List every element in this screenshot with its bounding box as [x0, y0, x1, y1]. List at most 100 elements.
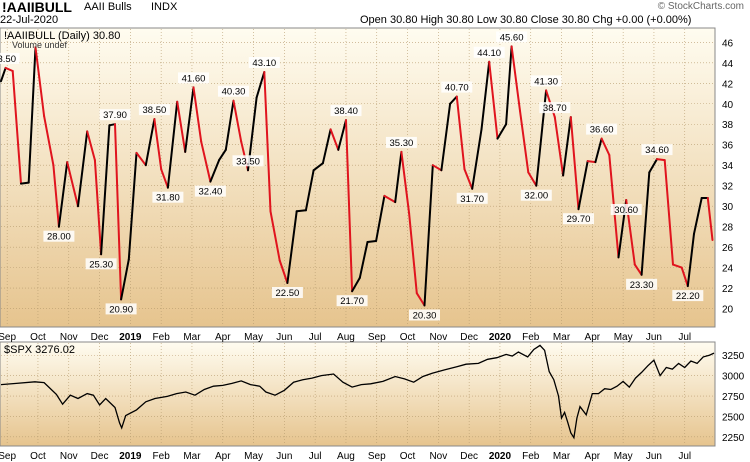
aaiibull-segment [86, 130, 96, 162]
aaiibull-segment [693, 197, 703, 235]
main-x-tick-label: Nov [60, 332, 78, 343]
aaiibull-segment [176, 100, 187, 153]
spx-x-tick-label: Mar [183, 451, 201, 462]
annotation-box [586, 123, 618, 135]
annotation-box [496, 31, 528, 43]
annotation-box [563, 213, 594, 225]
main-y-tick-label: 28 [722, 223, 734, 234]
aaiibull-segment [27, 46, 37, 184]
aaiibull-segment [519, 109, 530, 174]
aaiibull-segment [166, 100, 179, 189]
annotation-box [456, 192, 488, 204]
annotation-box [138, 104, 170, 116]
annotation-box [520, 189, 552, 201]
annotation-label: 44.10 [477, 48, 501, 59]
aaiibull-segment [321, 128, 332, 165]
aaiibull-segment [648, 158, 658, 174]
annotation-box [178, 72, 209, 84]
main-x-tick-label: Aug [337, 332, 355, 343]
aaiibull-segment [209, 159, 221, 183]
spx-y-tick-label: 2750 [722, 392, 745, 403]
main-x-tick-label: Oct [30, 332, 46, 343]
annotation-label: 35.30 [390, 138, 414, 149]
annotation-label: 41.30 [534, 76, 558, 87]
aaiibull-segment [408, 212, 418, 295]
annotation-label: 31.80 [156, 193, 180, 204]
aaiibull-segment [527, 171, 538, 187]
aaiibull-segment [471, 128, 483, 190]
annotation-label: 34.60 [645, 145, 669, 156]
aaiibull-segment [375, 194, 386, 242]
annotation-box [194, 185, 226, 197]
main-x-tick-label: 2019 [119, 332, 142, 343]
annotation-box [271, 287, 303, 298]
aaiibull-segment [295, 209, 307, 213]
annotation-label: 43.10 [252, 58, 276, 69]
spx-x-tick-label: Jul [678, 451, 691, 462]
aaiibull-segment [586, 160, 597, 164]
annotation-box [330, 105, 362, 117]
main-y-tick-label: 44 [722, 59, 734, 70]
aaiibull-segment [569, 116, 580, 211]
aaiibull-segment [633, 263, 643, 276]
aaiibull-segment [269, 210, 281, 262]
spx-x-tick-label: Jun [646, 451, 662, 462]
spx-grid [1, 343, 714, 445]
aaiibull-segment [77, 130, 89, 208]
main-x-tick-label: Mar [183, 332, 201, 343]
main-y-tick-label: 40 [722, 100, 734, 111]
aaiibull-segment [449, 95, 458, 105]
aaiibull-segment [562, 116, 572, 177]
annotation-label: 20.30 [413, 311, 437, 322]
annotation-label: 31.70 [460, 194, 484, 205]
annotation-label: 45.60 [500, 32, 524, 43]
annotation-label: 32.00 [524, 191, 548, 202]
aaiibull-segment [553, 116, 565, 177]
spx-series [0, 344, 715, 440]
symbol-title: !AAIIBULL [2, 0, 72, 15]
aaiibull-segment [463, 168, 474, 190]
aaiibull-segment [218, 148, 227, 162]
value-annotations: 43.50 28.00 25.30 37.90 20.90 38.50 31.80 41.60… [0, 31, 704, 322]
annotation-label: 36.60 [590, 125, 614, 136]
annotation-label: 32.40 [199, 187, 223, 198]
main-x-axis: Sep Oct Nov Dec 2019 Feb Mar Apr May Jun Jul Aug Sep… [0, 332, 691, 343]
quote-summary: Open 30.80 High 30.80 Low 30.80 Close 30… [360, 14, 692, 26]
annotation-box [672, 290, 704, 302]
spx-y-tick-label: 3000 [722, 372, 745, 383]
aaiibull-segment [34, 46, 46, 118]
aaiibull-segment [431, 164, 443, 172]
annotation-label: 38.40 [334, 106, 358, 117]
spx-x-tick-label: Jun [276, 451, 292, 462]
aaiibull-segment [114, 123, 123, 301]
annotation-box [626, 278, 658, 290]
main-y-tick-label: 24 [722, 264, 734, 275]
main-x-tick-label: Mar [553, 332, 571, 343]
main-y-tick-label: 36 [722, 141, 734, 152]
aaiibull-segment [93, 159, 103, 256]
aaiibull-segment [232, 99, 243, 143]
main-x-tick-label: Jun [646, 332, 662, 343]
aaiibull-segment [4, 66, 14, 72]
annotation-label: 22.50 [276, 288, 300, 299]
aaiibull-segment [351, 276, 361, 293]
spx-x-tick-label: Oct [30, 451, 46, 462]
main-y-tick-label: 22 [722, 284, 734, 295]
spx-panel-title: $SPX 3276.02 [4, 344, 75, 356]
aaiibull-segment [255, 71, 266, 99]
aaiibull-segment [686, 232, 695, 288]
spx-x-tick-label: Feb [522, 451, 540, 462]
aaiibull-segment [680, 266, 689, 288]
aaiibull-segment [480, 60, 491, 131]
main-x-tick-label: May [614, 332, 633, 343]
aaiibull-segment [100, 124, 111, 256]
aaiibull-segment [0, 66, 7, 83]
spx-x-tick-label: May [244, 451, 263, 462]
aaiibull-segment [263, 71, 272, 213]
main-x-tick-label: Nov [429, 332, 447, 343]
aaiibull-segment [345, 119, 354, 293]
main-y-tick-label: 38 [722, 120, 734, 131]
spx-x-tick-label: Feb [153, 451, 171, 462]
aaiibull-segment [337, 119, 347, 151]
